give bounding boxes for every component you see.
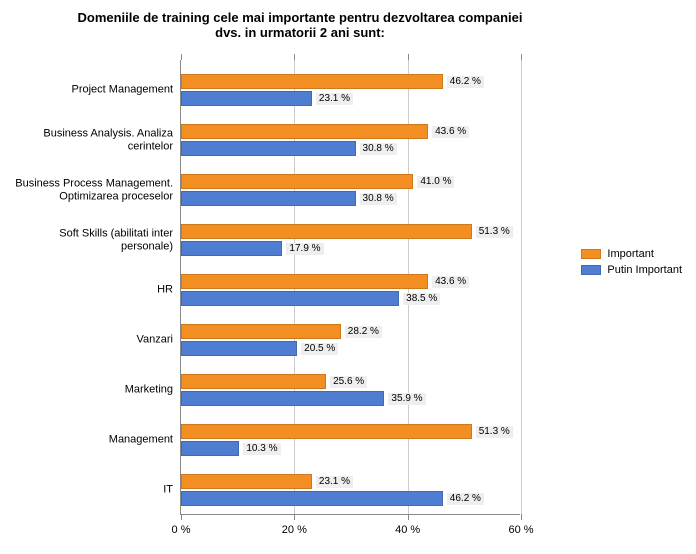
x-axis-label: 0 % (172, 524, 191, 536)
bar-important (181, 74, 443, 89)
legend-swatch (581, 265, 601, 275)
bar-value-label: 43.6 % (432, 126, 469, 138)
bar-value-label: 30.8 % (360, 143, 397, 155)
bar-important (181, 324, 341, 339)
category-group: HR43.6 %38.5 % (181, 274, 520, 306)
bar-putin (181, 141, 356, 156)
legend-swatch (581, 249, 601, 259)
category-label: Soft Skills (abilitati inter personale) (13, 227, 173, 252)
bar-important (181, 274, 428, 289)
bar-important (181, 474, 312, 489)
x-tick-top (294, 54, 295, 60)
bar-value-label: 35.9 % (388, 393, 425, 405)
bar-important (181, 174, 413, 189)
legend: Important Putin Important (581, 248, 682, 280)
category-label: Management (13, 434, 173, 447)
legend-label: Putin Important (607, 264, 682, 276)
legend-item: Putin Important (581, 264, 682, 276)
x-tick-bottom (521, 514, 522, 520)
x-tick-top (408, 54, 409, 60)
bar-value-label: 51.3 % (476, 426, 513, 438)
bar-value-label: 25.6 % (330, 376, 367, 388)
category-label: Project Management (13, 84, 173, 97)
x-tick-bottom (408, 514, 409, 520)
bar-value-label: 23.1 % (316, 93, 353, 105)
bar-important (181, 124, 428, 139)
x-tick-bottom (294, 514, 295, 520)
category-group: Project Management46.2 %23.1 % (181, 74, 520, 106)
category-label: Business Analysis. Analiza cerintelor (13, 127, 173, 152)
legend-item: Important (581, 248, 682, 260)
x-tick-top (181, 54, 182, 60)
bar-value-label: 46.2 % (447, 76, 484, 88)
bar-value-label: 17.9 % (286, 243, 323, 255)
bar-putin (181, 91, 312, 106)
bar-value-label: 46.2 % (447, 493, 484, 505)
bar-putin (181, 191, 356, 206)
bar-value-label: 23.1 % (316, 476, 353, 488)
bar-important (181, 374, 326, 389)
bar-value-label: 43.6 % (432, 276, 469, 288)
category-group: Vanzari28.2 %20.5 % (181, 324, 520, 356)
category-label: Marketing (13, 384, 173, 397)
category-group: Business Process Management. Optimizarea… (181, 174, 520, 206)
bar-value-label: 20.5 % (301, 343, 338, 355)
bar-putin (181, 341, 297, 356)
bar-important (181, 224, 472, 239)
x-axis-label: 20 % (282, 524, 307, 536)
x-tick-bottom (181, 514, 182, 520)
bar-value-label: 30.8 % (360, 193, 397, 205)
category-group: Marketing25.6 %35.9 % (181, 374, 520, 406)
category-group: Business Analysis. Analiza cerintelor43.… (181, 124, 520, 156)
x-tick-top (521, 54, 522, 60)
bar-value-label: 10.3 % (243, 443, 280, 455)
bar-value-label: 38.5 % (403, 293, 440, 305)
category-group: Management51.3 %10.3 % (181, 424, 520, 456)
bar-value-label: 41.0 % (417, 176, 454, 188)
legend-label: Important (607, 248, 653, 260)
bar-putin (181, 441, 239, 456)
bar-value-label: 28.2 % (345, 326, 382, 338)
gridline (521, 60, 522, 514)
bar-putin (181, 291, 399, 306)
bar-value-label: 51.3 % (476, 226, 513, 238)
bar-putin (181, 241, 282, 256)
category-label: HR (13, 284, 173, 297)
bar-putin (181, 391, 384, 406)
bar-putin (181, 491, 443, 506)
category-label: Vanzari (13, 334, 173, 347)
x-axis-label: 40 % (395, 524, 420, 536)
category-label: IT (13, 484, 173, 497)
x-axis-label: 60 % (508, 524, 533, 536)
chart-title: Domeniile de training cele mai important… (75, 10, 525, 40)
bar-important (181, 424, 472, 439)
category-label: Business Process Management. Optimizarea… (13, 177, 173, 202)
category-group: Soft Skills (abilitati inter personale)5… (181, 224, 520, 256)
plot-area: 0 %20 %40 %60 %Project Management46.2 %2… (180, 60, 520, 515)
category-group: IT23.1 %46.2 % (181, 474, 520, 506)
